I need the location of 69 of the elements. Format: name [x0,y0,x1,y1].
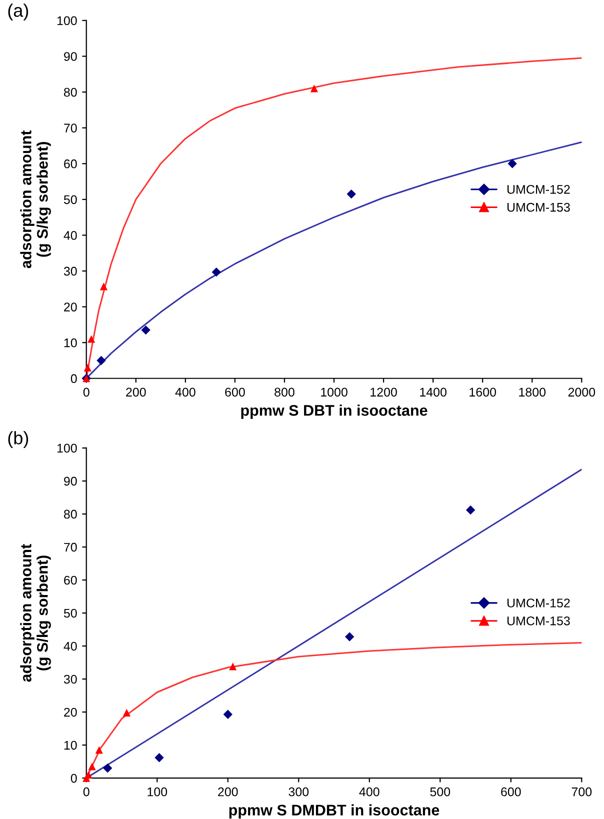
x-tick-label: 700 [572,787,592,796]
point [508,159,517,168]
y-tick-label: 0 [70,774,77,783]
chart-title: (b) [8,431,28,448]
y-tick-label: 10 [64,740,77,750]
point [100,282,108,290]
point [212,267,221,277]
x-tick-label: 200 [218,787,238,796]
x-tick-label: 600 [501,787,521,796]
x-tick-label: 0 [83,388,90,397]
y-axis-title: adsorption amount (g S/kg sorbent) [20,544,51,682]
x-tick-label: 600 [225,388,245,397]
y-tick-label: 70 [64,542,77,552]
x-tick-label: 400 [359,787,380,796]
x-tick-label: 200 [126,388,146,397]
y-tick-label: 50 [64,608,77,618]
point [344,632,354,642]
point [141,325,150,335]
y-tick-label: 70 [64,124,77,132]
y-tick-label: 50 [64,195,77,204]
point [466,505,476,515]
x-tick-label: 1000 [321,388,348,397]
y-tick-label: 40 [64,642,77,651]
y-tick-label: 100 [57,16,77,26]
point [96,356,106,366]
x-tick-label: 100 [148,787,168,796]
y-tick-label: 10 [64,338,77,348]
legend-label: UMCM-153 [507,202,570,212]
x-tick-label: 500 [430,787,450,796]
x-tick-label: 800 [274,388,294,397]
x-tick-label: 1600 [470,388,496,397]
y-tick-label: 20 [64,708,77,717]
x-tick-label: 1800 [519,388,546,397]
point [102,764,112,773]
y-tick-label: 30 [64,266,77,276]
x-tick-label: 1200 [370,388,397,397]
y-tick-label: 100 [57,444,77,453]
x-tick-label: 300 [288,787,309,796]
point [95,746,103,754]
y-tick-label: 60 [64,159,77,168]
x-tick-label: 2000 [568,388,596,397]
point [84,364,92,372]
x-axis-title: ppmw S DBT in isooctane [241,404,428,419]
legend-label: UMCM-153 [507,616,570,626]
chart-title: (a) [8,4,28,20]
y-tick-label: 80 [64,510,77,519]
y-tick-label: 80 [64,88,77,97]
point [154,752,164,762]
point [88,762,96,770]
x-axis-title: ppmw S DMDBT in isooctane [229,804,440,819]
y-tick-label: 0 [70,374,77,384]
point [310,84,318,92]
point [346,189,356,199]
y-axis-title: adsorption amount (g S/kg sorbent) [20,130,51,268]
legend-label: UMCM-152 [507,184,570,194]
point [122,708,131,716]
legend-label: UMCM-152 [507,598,570,608]
y-tick-label: 60 [64,576,77,585]
y-tick-label: 30 [64,674,77,684]
x-tick-label: 0 [83,787,90,796]
y-tick-label: 90 [64,476,77,486]
y-tick-label: 40 [64,231,77,240]
point [229,662,237,670]
point [88,335,96,343]
x-tick-label: 400 [175,388,196,397]
x-tick-label: 1400 [420,388,446,397]
point [223,710,232,719]
y-tick-label: 90 [64,52,77,61]
y-tick-label: 20 [64,302,77,312]
